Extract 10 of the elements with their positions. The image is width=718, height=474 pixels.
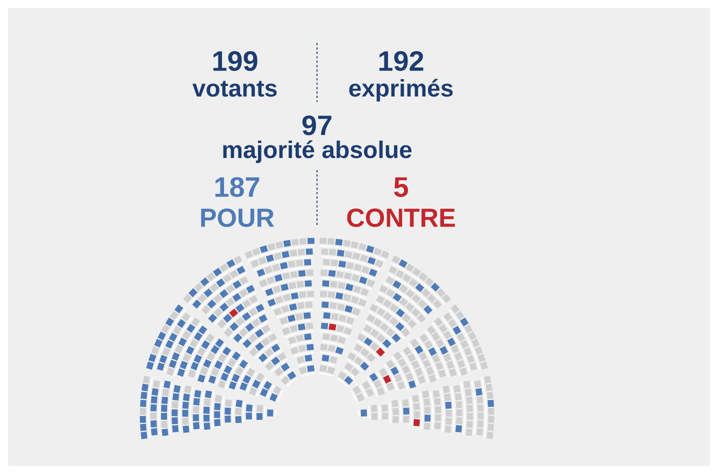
text: 97 [302,115,332,136]
text: exprimés [349,78,453,102]
text: majorité absolue [223,140,412,163]
text: 192 [379,51,424,71]
category-label: CONTRE [347,208,455,227]
data-label: 5 [394,177,408,197]
text: 199 [213,51,258,71]
category-label: POUR [201,208,274,227]
data-label: 187 [215,177,260,197]
text: votants [192,80,277,97]
